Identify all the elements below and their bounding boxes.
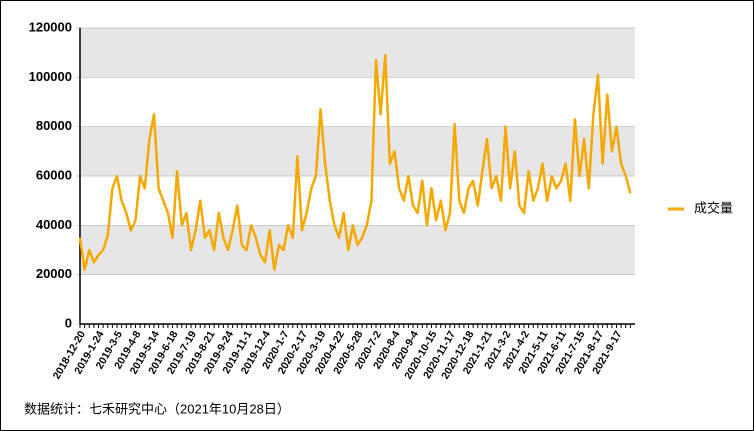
grid-band xyxy=(80,126,635,176)
grid-band xyxy=(80,225,635,275)
y-tick-label: 100000 xyxy=(29,69,72,84)
y-tick-label: 40000 xyxy=(36,217,72,232)
line-series xyxy=(78,53,632,271)
legend-label: 成交量 xyxy=(694,200,733,215)
y-tick-label: 120000 xyxy=(29,19,72,34)
y-tick-label: 0 xyxy=(65,315,72,330)
grid-band xyxy=(80,28,635,78)
footnote: 数据统计：七禾研究中心（2021年10月28日） xyxy=(24,401,290,416)
y-tick-label: 20000 xyxy=(36,266,72,281)
y-tick-label: 60000 xyxy=(36,167,72,182)
y-tick-label: 80000 xyxy=(36,118,72,133)
